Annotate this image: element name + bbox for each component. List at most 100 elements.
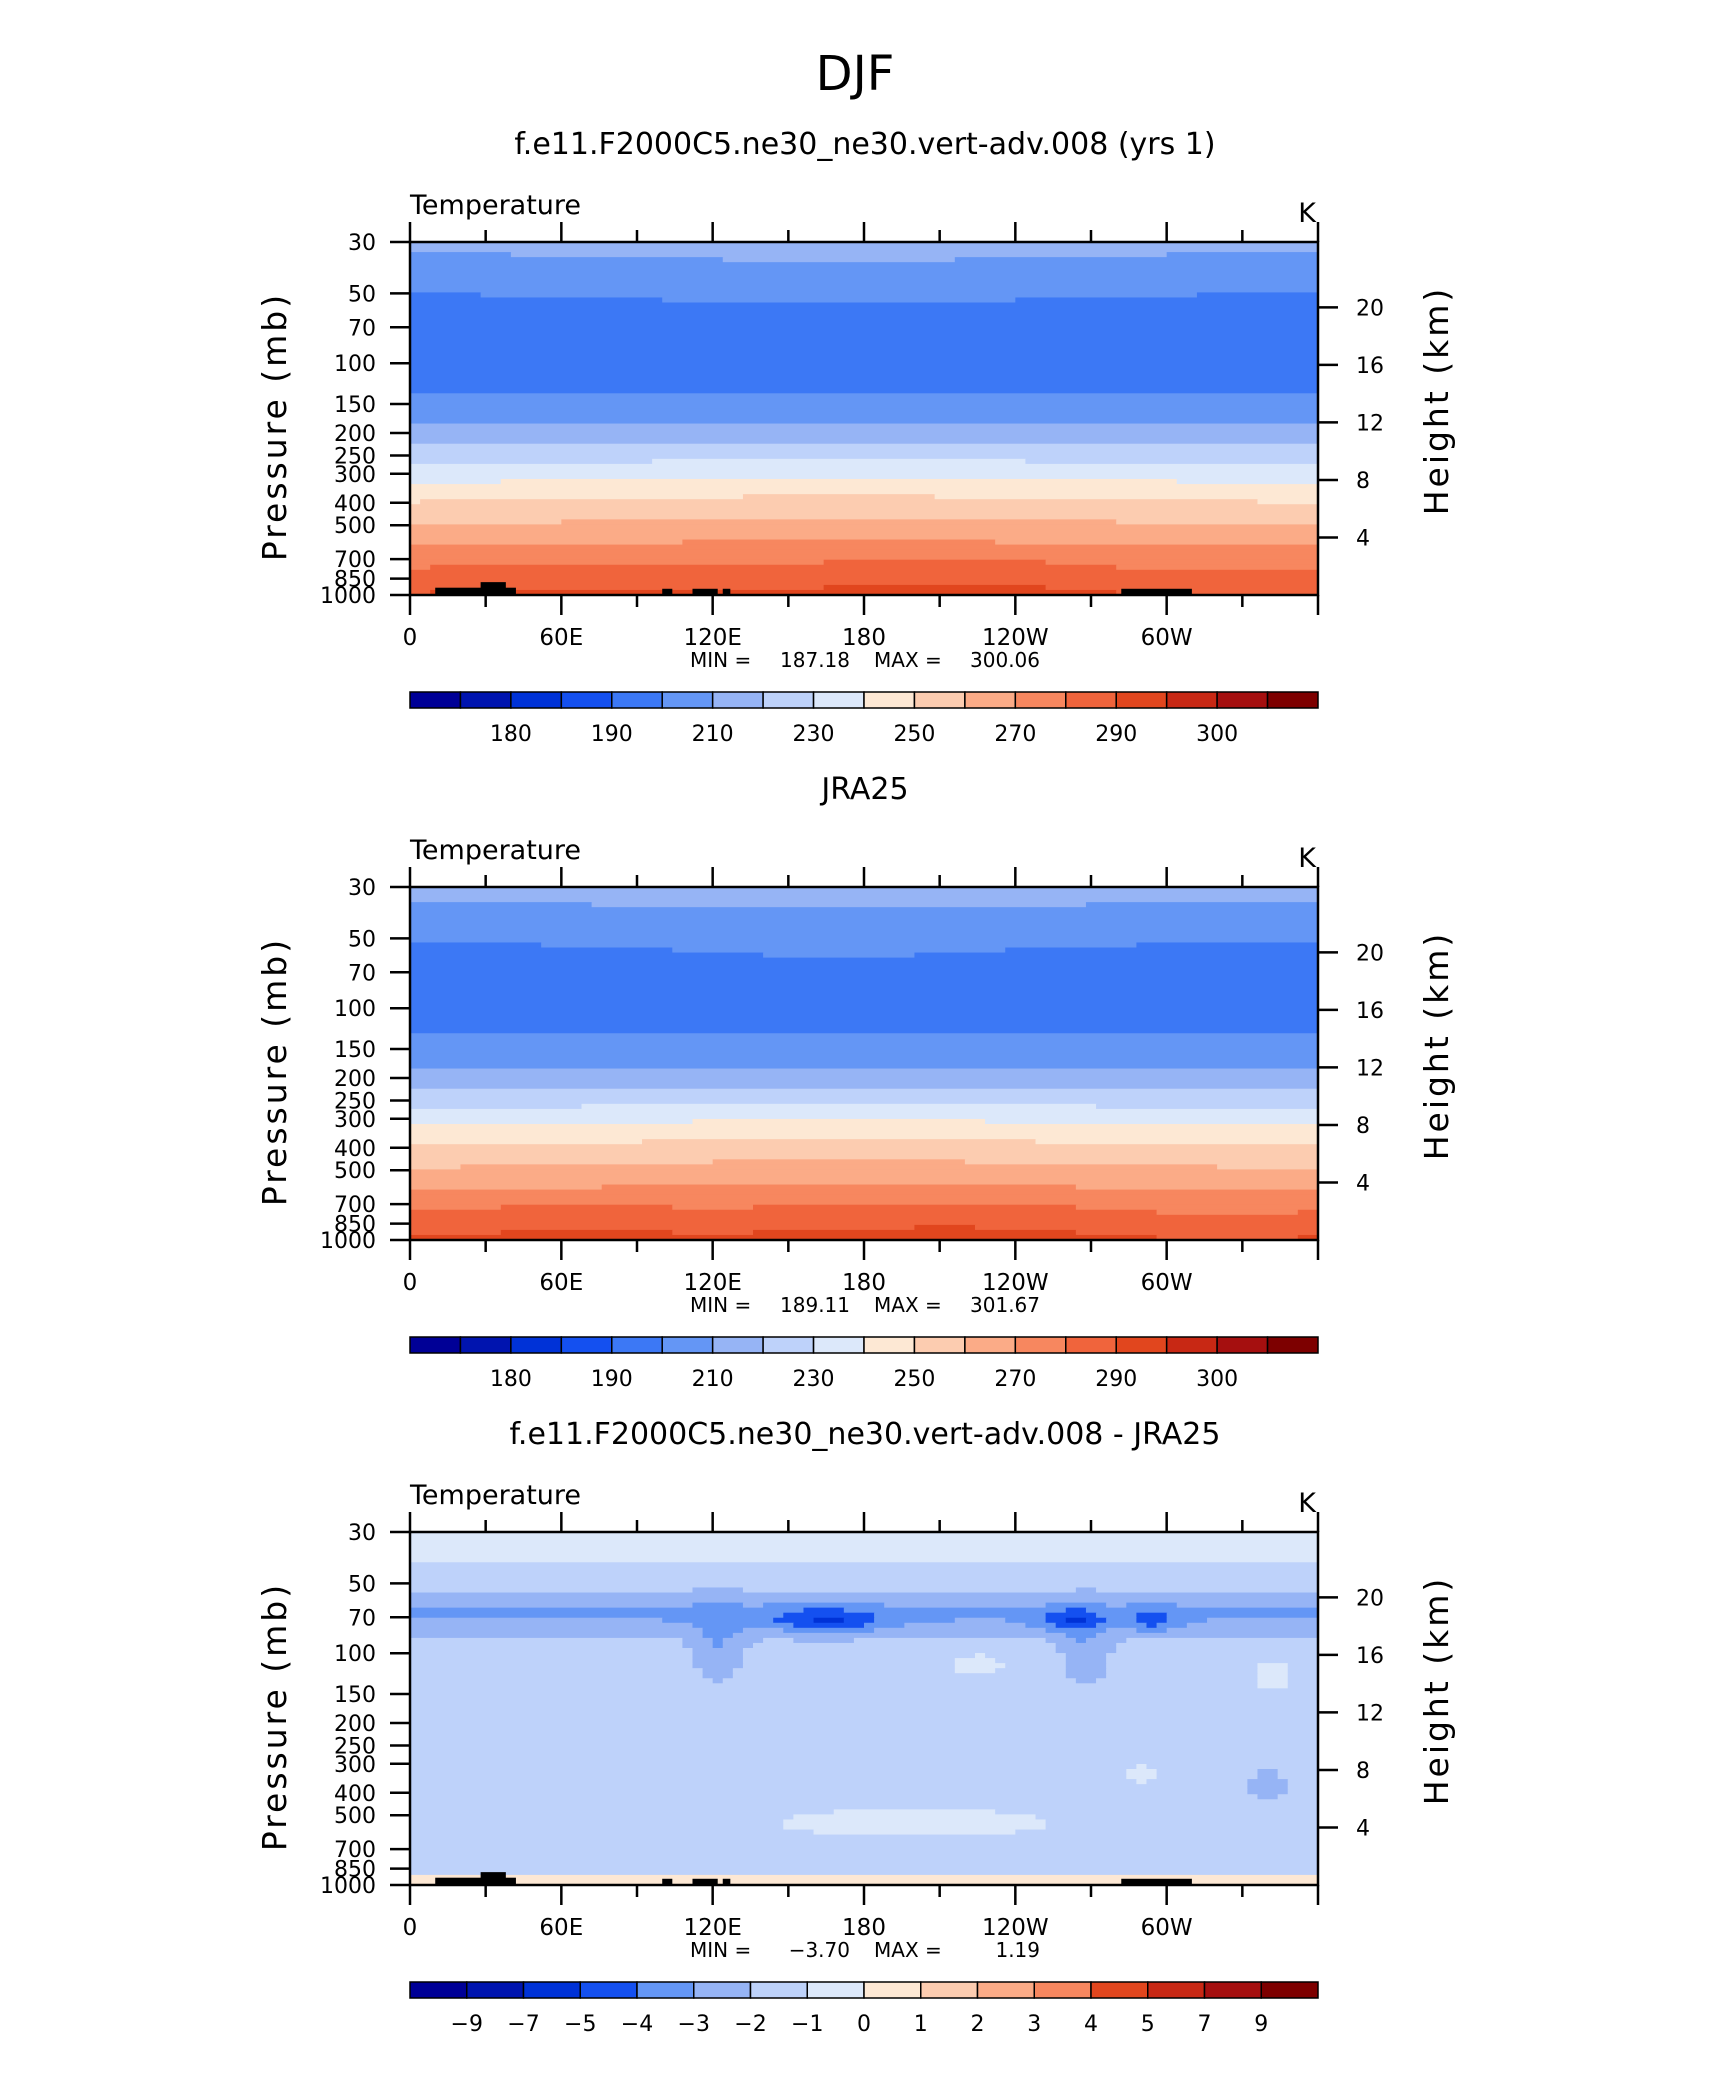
y-right-tick-label: 12 bbox=[1356, 411, 1384, 436]
topography-block bbox=[662, 588, 673, 595]
heatmap-cell bbox=[1196, 292, 1318, 299]
heatmap-cell bbox=[410, 1622, 694, 1629]
heatmap-cell bbox=[1015, 1829, 1318, 1836]
heatmap-cell bbox=[410, 1033, 1318, 1039]
topography-block bbox=[435, 1877, 516, 1885]
colorbar-label: 190 bbox=[591, 722, 633, 747]
colorbar-label: 0 bbox=[857, 2012, 871, 2037]
heatmap-cell bbox=[1065, 1632, 1097, 1639]
heatmap-cell bbox=[410, 1874, 1318, 1881]
x-tick-label: 0 bbox=[403, 1915, 418, 1941]
heatmap-cell bbox=[1257, 1683, 1289, 1689]
colorbar-swatch bbox=[661, 691, 714, 709]
colorbar-swatch bbox=[863, 1336, 916, 1354]
heatmap-cell bbox=[410, 1607, 805, 1614]
heatmap-cell bbox=[561, 519, 1117, 525]
heatmap-cell bbox=[1146, 1622, 1158, 1629]
heatmap-cell bbox=[874, 1617, 956, 1624]
heatmap-cell bbox=[1257, 499, 1318, 505]
heatmap-cell bbox=[914, 1224, 976, 1231]
heatmap-cell bbox=[410, 897, 1318, 903]
heatmap-cell bbox=[410, 1537, 1318, 1543]
heatmap-cell bbox=[1025, 1622, 1057, 1629]
heatmap-cell bbox=[995, 1668, 1067, 1674]
heatmap-cell bbox=[1096, 1612, 1137, 1619]
heatmap-cell bbox=[410, 307, 1318, 314]
y-tick-label: 400 bbox=[334, 1137, 376, 1162]
heatmap-cell bbox=[410, 1194, 1318, 1201]
heatmap-cell bbox=[410, 932, 1318, 939]
heatmap-cell bbox=[410, 1184, 603, 1191]
heatmap-cell bbox=[1176, 479, 1318, 485]
heatmap-cell bbox=[1055, 1622, 1097, 1629]
heatmap-cell bbox=[410, 393, 1318, 399]
heatmap-cell bbox=[1116, 589, 1318, 595]
heatmap-cell bbox=[500, 1229, 673, 1236]
heatmap-cell bbox=[410, 1819, 784, 1826]
heatmap-cell bbox=[1146, 1779, 1248, 1785]
heatmap-cell bbox=[1116, 1642, 1318, 1649]
heatmap-cell bbox=[1287, 1779, 1318, 1785]
heatmap-cell bbox=[410, 408, 1318, 415]
colorbar-label: 250 bbox=[893, 722, 935, 747]
x-tick-label: 60E bbox=[539, 625, 583, 651]
y-tick-label: 850 bbox=[334, 1858, 376, 1883]
heatmap-cell bbox=[410, 1688, 1318, 1694]
y-tick-label: 1000 bbox=[320, 1229, 376, 1254]
heatmap-cell bbox=[823, 584, 1047, 591]
heatmap-cell bbox=[742, 1653, 976, 1659]
heatmap-cell bbox=[742, 494, 936, 500]
y-right-tick-label: 12 bbox=[1356, 1056, 1384, 1081]
heatmap-cell bbox=[1166, 1617, 1208, 1624]
heatmap-cell bbox=[1156, 1774, 1259, 1780]
heatmap-cell bbox=[410, 1557, 1318, 1563]
heatmap-cell bbox=[712, 1642, 724, 1649]
heatmap-cell bbox=[1126, 1769, 1158, 1775]
heatmap-cell bbox=[410, 468, 1318, 475]
heatmap-cell bbox=[410, 1043, 1318, 1049]
heatmap-cell bbox=[1156, 1769, 1259, 1775]
heatmap-cell bbox=[722, 257, 956, 263]
heatmap-cell bbox=[591, 902, 1087, 908]
heatmap-cell bbox=[410, 584, 825, 591]
colorbar-label: 2 bbox=[971, 2012, 985, 2037]
heatmap-cell bbox=[410, 1234, 1158, 1240]
heatmap-cell bbox=[410, 1113, 1318, 1120]
x-tick-label: 120W bbox=[982, 1915, 1049, 1941]
heatmap-cell bbox=[853, 1637, 1047, 1644]
heatmap-cell bbox=[410, 539, 683, 546]
x-tick-label: 0 bbox=[403, 625, 418, 651]
heatmap-cell bbox=[410, 1577, 1318, 1584]
heatmap-cell bbox=[1136, 1627, 1168, 1634]
heatmap-cell bbox=[410, 1804, 1318, 1810]
colorbar-swatch bbox=[459, 1336, 512, 1354]
heatmap-cell bbox=[410, 529, 1318, 536]
colorbar: 180 190 210 230 250 270 290 300 bbox=[409, 691, 1319, 747]
heatmap-cell bbox=[783, 1627, 875, 1634]
heatmap-cell bbox=[410, 1164, 462, 1170]
heatmap-cell bbox=[1106, 1653, 1318, 1659]
colorbar-swatch bbox=[1014, 1336, 1067, 1354]
min-value: 189.11 bbox=[780, 1293, 850, 1317]
heatmap-cell bbox=[1015, 297, 1318, 304]
y-tick-label: 1000 bbox=[320, 1874, 376, 1899]
heatmap-cell bbox=[682, 539, 996, 546]
panel-title: f.e11.F2000C5.ne30_ne30.vert-adv.008 (yr… bbox=[514, 127, 1215, 162]
heatmap-cell bbox=[1085, 1607, 1318, 1614]
heatmap-cell bbox=[410, 363, 1318, 369]
heatmap-cell bbox=[410, 1028, 1318, 1034]
heatmap-cell bbox=[410, 1063, 1318, 1070]
heatmap-cell bbox=[1096, 1622, 1148, 1629]
heatmap-cell bbox=[410, 1869, 1318, 1876]
heatmap-cell bbox=[1257, 1663, 1289, 1669]
heatmap-cell bbox=[1287, 1673, 1318, 1679]
colorbar-label: 1 bbox=[914, 2012, 928, 2037]
heatmap-cell bbox=[753, 1229, 1077, 1236]
heatmap-cell bbox=[410, 1642, 683, 1649]
colorbar-swatch bbox=[806, 1981, 865, 1999]
heatmap-cell bbox=[410, 1058, 1318, 1065]
y-right-tick-label: 20 bbox=[1356, 1586, 1384, 1611]
heatmap-cell bbox=[1106, 1602, 1127, 1609]
colorbar-label: 300 bbox=[1196, 722, 1238, 747]
colorbar-swatch bbox=[560, 1336, 613, 1354]
